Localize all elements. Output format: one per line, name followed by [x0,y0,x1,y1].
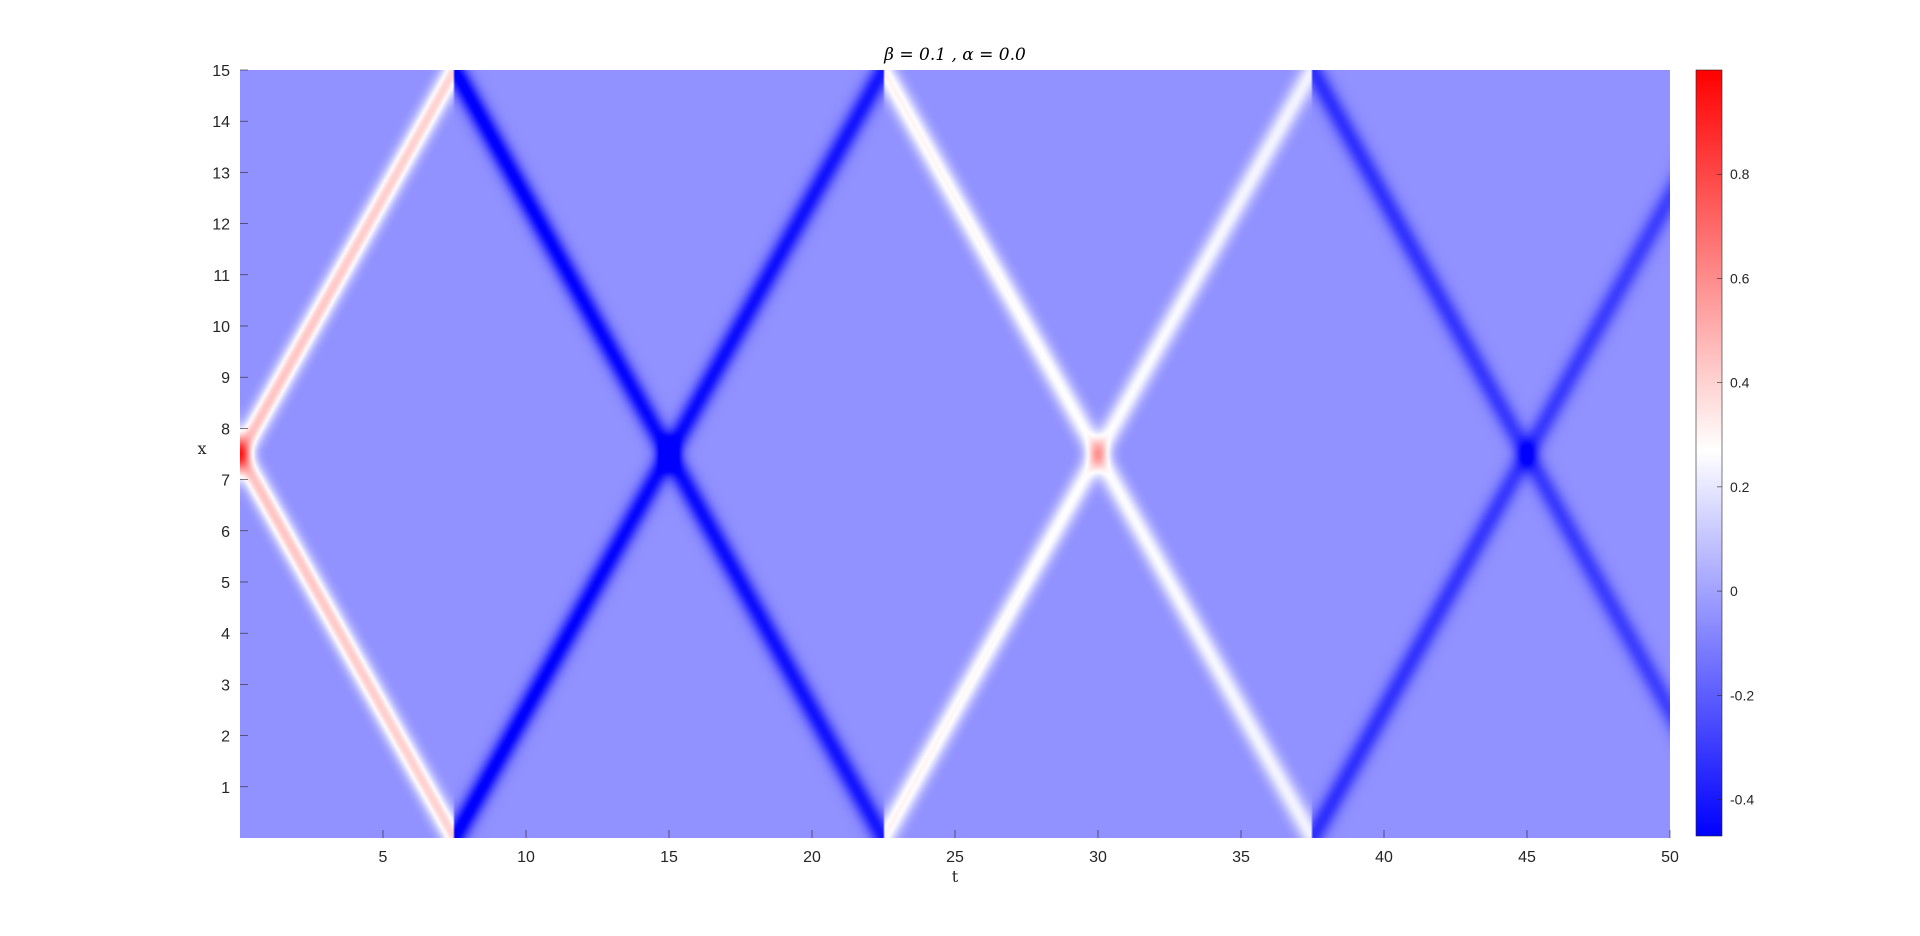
y-tick-label: 8 [221,421,230,438]
colorbar-gradient [1695,69,1723,837]
y-tick-label: 4 [221,626,230,643]
x-tick-label: 40 [1375,849,1393,866]
x-tick-label: 10 [517,849,535,866]
colorbar-tick-label: 0.4 [1730,375,1750,391]
y-tick-label: 11 [213,268,230,285]
y-tick-label: 2 [221,729,230,746]
colorbar-ticks: -0.4 -0.2 0 0.2 0.4 0.6 0.8 [1717,166,1754,808]
y-tick-label: 9 [221,370,230,387]
x-tick-label: 35 [1232,849,1250,866]
colorbar-tick-label: 0.2 [1730,479,1750,495]
colorbar: -0.4 -0.2 0 0.2 0.4 0.6 0.8 [1695,69,1754,837]
y-tick-label: 3 [221,677,230,694]
y-axis-label: x [197,439,206,458]
colorbar-tick-label: 0.6 [1730,270,1750,286]
y-tick-label: 5 [221,575,230,592]
y-tick-label: 7 [221,473,230,490]
x-tick-label: 45 [1518,849,1536,866]
y-tick-label: 12 [212,217,230,234]
heatmap-plot-area [240,70,1670,838]
colorbar-tick-label: 0 [1730,583,1738,599]
chart-title: β = 0.1 , α = 0.0 [883,45,1026,65]
x-axis-ticks: 5 10 15 20 25 30 35 40 45 50 [379,830,1679,866]
colorbar-tick-label: -0.2 [1730,687,1754,703]
x-tick-label: 25 [946,849,964,866]
heatmap-image [240,70,1670,838]
x-tick-label: 15 [660,849,678,866]
y-tick-label: 10 [212,319,230,336]
y-tick-label: 15 [212,63,230,80]
colorbar-tick-label: 0.8 [1730,166,1750,182]
x-tick-label: 30 [1089,849,1107,866]
x-tick-label: 5 [379,849,388,866]
x-tick-label: 20 [803,849,821,866]
x-axis-label: t [952,867,959,886]
y-tick-label: 6 [221,524,230,541]
x-tick-label: 50 [1661,849,1679,866]
y-tick-label: 13 [212,165,230,182]
colorbar-tick-label: -0.4 [1730,792,1754,808]
y-tick-label: 14 [212,114,230,131]
y-tick-label: 1 [221,780,230,797]
